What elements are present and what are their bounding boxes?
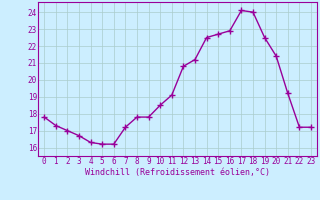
X-axis label: Windchill (Refroidissement éolien,°C): Windchill (Refroidissement éolien,°C) xyxy=(85,168,270,177)
